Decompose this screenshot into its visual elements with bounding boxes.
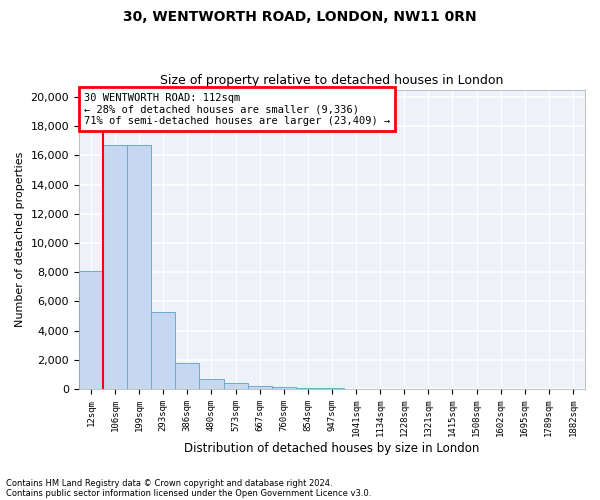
- Text: Contains HM Land Registry data © Crown copyright and database right 2024.: Contains HM Land Registry data © Crown c…: [6, 478, 332, 488]
- Text: 30, WENTWORTH ROAD, LONDON, NW11 0RN: 30, WENTWORTH ROAD, LONDON, NW11 0RN: [123, 10, 477, 24]
- Bar: [127, 145, 151, 389]
- Bar: [248, 386, 272, 389]
- Bar: [272, 387, 296, 389]
- Bar: [320, 388, 344, 389]
- Bar: [79, 272, 103, 389]
- Text: Contains public sector information licensed under the Open Government Licence v3: Contains public sector information licen…: [6, 488, 371, 498]
- Bar: [199, 379, 224, 389]
- Bar: [344, 388, 368, 389]
- Title: Size of property relative to detached houses in London: Size of property relative to detached ho…: [160, 74, 503, 87]
- Bar: [151, 312, 175, 389]
- Bar: [103, 145, 127, 389]
- Bar: [224, 384, 248, 389]
- Y-axis label: Number of detached properties: Number of detached properties: [15, 152, 25, 327]
- Bar: [296, 388, 320, 389]
- Bar: [175, 363, 199, 389]
- Text: 30 WENTWORTH ROAD: 112sqm
← 28% of detached houses are smaller (9,336)
71% of se: 30 WENTWORTH ROAD: 112sqm ← 28% of detac…: [84, 92, 390, 126]
- X-axis label: Distribution of detached houses by size in London: Distribution of detached houses by size …: [184, 442, 479, 455]
